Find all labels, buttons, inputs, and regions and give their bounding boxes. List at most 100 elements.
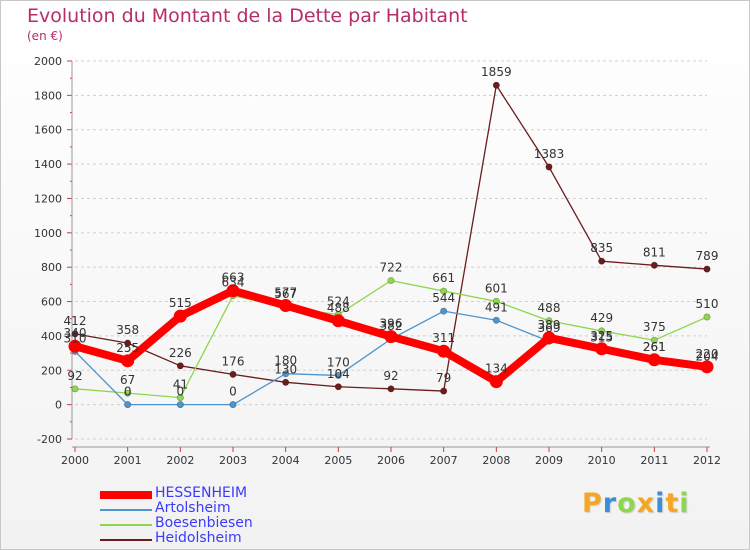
data-point <box>489 375 503 389</box>
data-label: 176 <box>222 354 245 368</box>
x-tick-label: 2005 <box>324 454 352 467</box>
y-tick-label: 1400 <box>34 158 62 171</box>
data-point <box>229 370 237 378</box>
data-label: 310 <box>64 331 87 345</box>
data-point <box>542 331 556 345</box>
data-point <box>334 371 342 379</box>
data-label: 491 <box>485 300 508 314</box>
data-label: 67 <box>120 373 135 387</box>
data-point <box>68 339 82 353</box>
data-point <box>700 360 714 374</box>
data-label: 396 <box>380 317 403 331</box>
data-label: 661 <box>432 271 455 285</box>
data-point <box>545 163 553 171</box>
y-tick-label: 200 <box>41 364 62 377</box>
data-label: 104 <box>327 367 350 381</box>
data-label: 130 <box>274 362 297 376</box>
data-point <box>124 389 132 397</box>
data-label: 261 <box>643 340 666 354</box>
data-label: 375 <box>643 320 666 334</box>
data-point <box>331 314 345 328</box>
data-point <box>703 265 711 273</box>
data-label: 340 <box>64 326 87 340</box>
x-tick-label: 2010 <box>588 454 616 467</box>
x-tick-label: 2012 <box>693 454 721 467</box>
data-point <box>545 317 553 325</box>
chart-axes: -200020040060080010001200140016001800200… <box>34 55 721 467</box>
x-tick-label: 2007 <box>430 454 458 467</box>
data-point <box>229 401 237 409</box>
data-label: 369 <box>538 321 561 335</box>
x-tick-label: 2001 <box>114 454 142 467</box>
data-label: 634 <box>222 276 245 290</box>
x-tick-label: 2004 <box>272 454 300 467</box>
data-point <box>279 298 293 312</box>
data-point <box>173 309 187 323</box>
data-label: 524 <box>327 295 350 309</box>
data-labels-layer: 340 255 515 663 577 488 396 311 134 389 325 261 220 3… <box>64 65 719 398</box>
chart-title: Evolution du Montant de la Dette par Hab… <box>27 5 468 27</box>
proxiti-logo: Proxiti <box>582 488 690 519</box>
data-point <box>176 394 184 402</box>
data-point <box>492 297 500 305</box>
data-label: 311 <box>432 331 455 345</box>
data-point <box>71 330 79 338</box>
y-tick-label: 1800 <box>34 89 62 102</box>
data-label: 92 <box>383 369 398 383</box>
data-point <box>598 257 606 265</box>
data-point <box>437 344 451 358</box>
data-label: 79 <box>436 371 451 385</box>
data-label: 358 <box>116 323 139 337</box>
data-point <box>384 330 398 344</box>
data-label: 601 <box>485 281 508 295</box>
data-label: 204 <box>696 350 719 364</box>
data-label: 0 <box>124 385 132 399</box>
data-label: 429 <box>590 311 613 325</box>
data-point <box>121 354 135 368</box>
data-point <box>334 383 342 391</box>
data-point <box>387 385 395 393</box>
data-point <box>387 277 395 285</box>
y-tick-label: 1000 <box>34 227 62 240</box>
data-label: 0 <box>229 385 237 399</box>
legend-swatch <box>100 509 152 511</box>
data-point <box>650 261 658 269</box>
data-label: 0 <box>177 385 185 399</box>
y-tick-label: 600 <box>41 296 62 309</box>
data-label: 722 <box>380 261 403 275</box>
data-point <box>282 370 290 378</box>
data-point <box>647 353 661 367</box>
y-tick-label: 0 <box>55 399 62 412</box>
data-label: 220 <box>696 347 719 361</box>
data-label: 663 <box>222 271 245 285</box>
legend-label: HESSENHEIM <box>155 485 248 501</box>
data-point <box>440 287 448 295</box>
y-tick-label: -200 <box>37 433 62 446</box>
data-point <box>226 284 240 298</box>
x-tick-label: 2006 <box>377 454 405 467</box>
y-tick-label: 1200 <box>34 192 62 205</box>
legend-swatch <box>100 491 152 499</box>
data-label: 488 <box>327 301 350 315</box>
legend-swatch <box>100 539 152 541</box>
x-tick-label: 2008 <box>482 454 510 467</box>
x-tick-label: 2002 <box>166 454 194 467</box>
data-point <box>492 81 500 89</box>
data-point <box>598 327 606 335</box>
data-label: 315 <box>590 331 613 345</box>
data-label: 382 <box>380 319 403 333</box>
data-label: 567 <box>274 287 297 301</box>
data-label: 1859 <box>481 65 512 79</box>
data-label: 488 <box>538 301 561 315</box>
data-label: 134 <box>485 362 508 376</box>
x-tick-label: 2009 <box>535 454 563 467</box>
y-tick-label: 1600 <box>34 124 62 137</box>
data-label: 510 <box>696 297 719 311</box>
data-point <box>124 401 132 409</box>
legend-label: Artolsheim <box>155 500 231 516</box>
data-label: 811 <box>643 245 666 259</box>
x-tick-label: 2011 <box>640 454 668 467</box>
data-label: 835 <box>590 241 613 255</box>
